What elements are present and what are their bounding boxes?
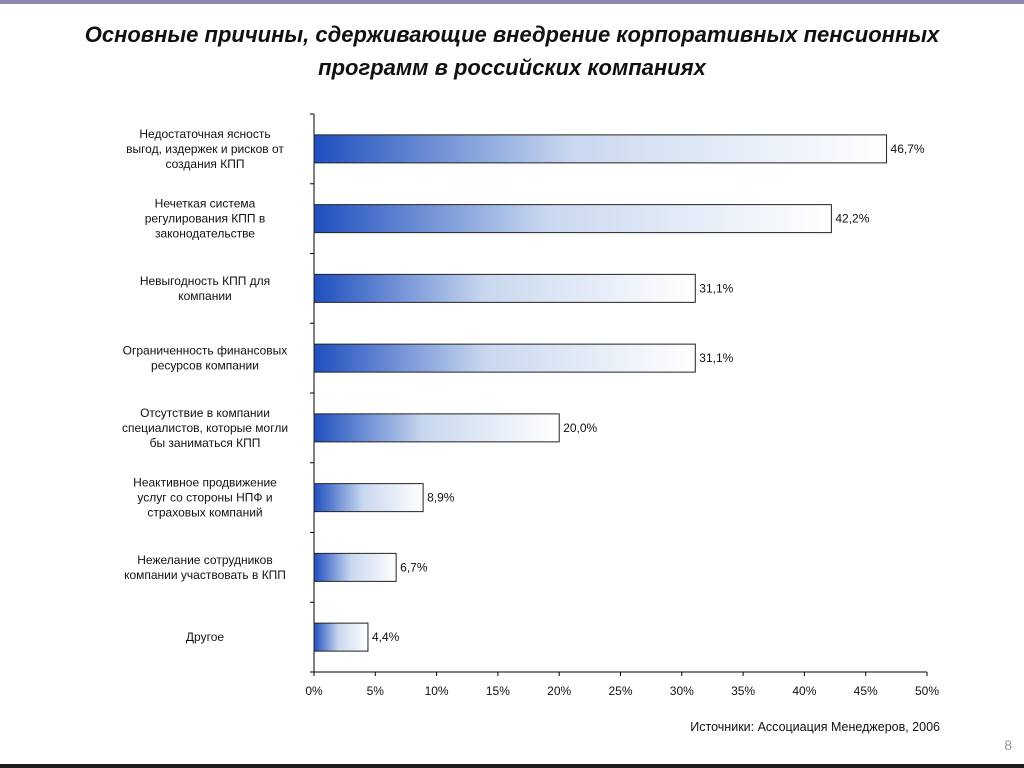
bar [313, 622, 369, 652]
bar [313, 204, 832, 234]
x-tick-label: 45% [854, 684, 878, 698]
data-label: 20,0% [563, 421, 597, 435]
category-label: Невыгодность КПП для компании [140, 274, 270, 303]
source-note: Источники: Ассоциация Менеджеров, 2006 [690, 720, 940, 734]
data-label: 31,1% [699, 351, 733, 365]
x-tick-label: 10% [425, 684, 449, 698]
bar [313, 343, 696, 373]
x-tick-label: 20% [547, 684, 571, 698]
bar [313, 413, 560, 443]
data-label: 31,1% [699, 281, 733, 295]
x-tick-label: 5% [367, 684, 385, 698]
data-label: 6,7% [400, 560, 428, 574]
category-label: Недостаточная ясность выгод, издержек и р… [126, 127, 284, 171]
category-label: Неактивное продвижение услуг со стороны Н… [133, 476, 277, 520]
data-label: 46,7% [891, 142, 925, 156]
bar [313, 483, 424, 513]
x-tick-label: 0% [305, 684, 323, 698]
category-label: Нечеткая система регулирования КПП в закон… [145, 197, 266, 241]
bar [313, 273, 696, 303]
data-label: 4,4% [372, 630, 400, 644]
slide-title: Основные причины, сдерживающие внедрение… [84, 22, 940, 80]
data-label: 8,9% [427, 491, 455, 505]
data-label: 42,2% [835, 212, 869, 226]
x-tick-label: 30% [670, 684, 694, 698]
category-label: Нежелание сотрудников компании участвоват… [124, 553, 286, 582]
top-accent-stripe [0, 0, 1024, 4]
x-tick-label: 40% [792, 684, 816, 698]
category-label: Другое [186, 630, 224, 644]
bar [313, 134, 888, 164]
category-label: Ограниченность финансовых ресурсов компан… [123, 344, 288, 373]
x-tick-label: 50% [915, 684, 939, 698]
bottom-stripe [0, 764, 1024, 768]
x-tick-label: 15% [486, 684, 510, 698]
page-number: 8 [1004, 737, 1012, 753]
x-tick-label: 25% [608, 684, 632, 698]
category-label: Отсутствие в компании специалистов, котор… [122, 406, 288, 450]
x-tick-label: 35% [731, 684, 755, 698]
bar [313, 552, 397, 582]
